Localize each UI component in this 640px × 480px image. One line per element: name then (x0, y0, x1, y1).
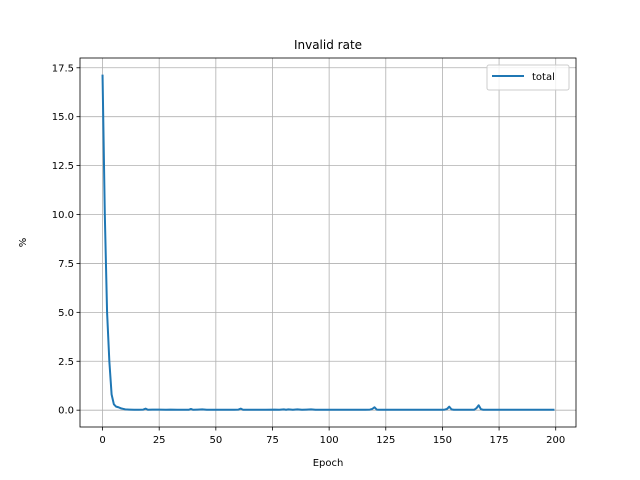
x-tick-label: 75 (266, 435, 279, 446)
y-tick-label: 15.0 (52, 112, 74, 123)
y-tick-label: 2.5 (58, 357, 74, 368)
series-line-total (101, 74, 555, 411)
chart-title: Invalid rate (294, 38, 362, 52)
y-tick-label: 5.0 (58, 308, 74, 319)
x-tick-label: 125 (376, 435, 395, 446)
y-tick-label: 12.5 (52, 161, 74, 172)
y-tick-label: 7.5 (58, 259, 74, 270)
x-tick-label: 0 (99, 435, 105, 446)
grid (80, 58, 576, 427)
x-tick-label: 100 (320, 435, 339, 446)
legend: total (486, 64, 570, 91)
x-axis-title: Epoch (313, 458, 344, 469)
legend-label: total (532, 72, 555, 83)
x-tick-label: 175 (490, 435, 509, 446)
series-layer (101, 74, 555, 411)
x-tick-label: 150 (433, 435, 452, 446)
x-tick-label: 50 (209, 435, 222, 446)
x-tick-label: 25 (153, 435, 166, 446)
legend-box (486, 64, 570, 91)
y-tick-label: 0.0 (58, 406, 74, 417)
y-axis-title: % (18, 238, 29, 248)
plot-frame (79, 57, 577, 428)
y-axis: 0.0 2.5 5.0 7.5 10.0 12.5 15.0 17.5 (52, 63, 80, 417)
x-axis: 0 25 50 75 100 125 150 175 200 (99, 427, 565, 446)
x-tick-label: 200 (546, 435, 565, 446)
y-tick-label: 17.5 (52, 63, 74, 74)
y-tick-label: 10.0 (52, 210, 74, 221)
